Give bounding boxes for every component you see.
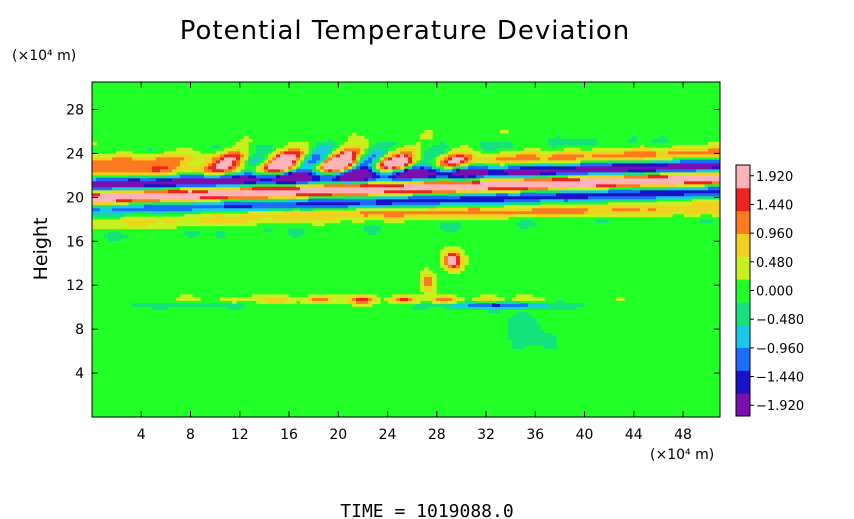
- colorbar-segment: [736, 301, 750, 326]
- y-axis-unit: (×10⁴ m): [12, 48, 76, 64]
- heatmap-cells: [92, 129, 720, 349]
- y-tick-label: 8: [75, 322, 84, 338]
- time-label: TIME = 1019088.0: [340, 501, 513, 519]
- y-tick-label: 4: [75, 366, 84, 382]
- colorbar-tick-label: 0.960: [756, 227, 793, 242]
- y-tick-label: 16: [66, 234, 84, 250]
- x-tick-label: 12: [231, 427, 249, 443]
- colorbar-tick-label: 0.480: [756, 256, 793, 271]
- plot-area: [92, 82, 720, 417]
- y-axis-label: Height: [30, 218, 52, 281]
- y-tick-label: 24: [66, 146, 84, 162]
- colorbar-segment: [736, 233, 750, 257]
- colorbar-segment: [736, 324, 750, 349]
- y-axis: 4 8 12 16 20 24 28: [66, 102, 720, 382]
- colorbar-tick-label: −0.960: [756, 342, 804, 357]
- y-tick-label: 28: [66, 102, 84, 118]
- x-tick-label: 44: [625, 427, 643, 443]
- y-tick-label: 12: [66, 278, 84, 294]
- colorbar-segment: [736, 256, 750, 280]
- x-tick-label: 8: [186, 427, 195, 443]
- colorbar-segment: [736, 347, 750, 371]
- chart-title: Potential Temperature Deviation: [180, 16, 631, 46]
- colorbar-segment: [736, 279, 750, 303]
- x-tick-label: 48: [674, 427, 692, 443]
- x-tick-label: 36: [526, 427, 544, 443]
- colorbar-tick-label: −1.440: [756, 371, 804, 386]
- colorbar-segment: [736, 393, 750, 417]
- colorbar-segment: [736, 370, 750, 394]
- x-axis-unit: (×10⁴ m): [650, 447, 714, 463]
- colorbar-segment: [736, 187, 750, 212]
- colorbar-segment: [736, 165, 750, 189]
- x-tick-label: 24: [379, 427, 397, 443]
- x-tick-label: 32: [477, 427, 495, 443]
- x-tick-label: 28: [428, 427, 446, 443]
- x-tick-label: 40: [576, 427, 594, 443]
- colorbar-tick-label: 1.440: [756, 198, 793, 213]
- x-tick-label: 16: [280, 427, 298, 443]
- plot-background: [92, 82, 720, 417]
- colorbar-tick-label: 0.000: [756, 285, 793, 300]
- y-tick-label: 20: [66, 190, 84, 206]
- colorbar: 1.920 1.440 0.960 0.480 0.000 −0.480 −0.960 −1.…: [735, 164, 804, 417]
- colorbar-tick-label: −1.920: [756, 399, 804, 414]
- plot-frame: [91, 81, 721, 418]
- colorbar-segment: [736, 210, 750, 234]
- colorbar-tick-label: −0.480: [756, 313, 804, 328]
- x-tick-label: 4: [137, 427, 146, 443]
- colorbar-tick-label: 1.920: [756, 170, 793, 185]
- x-tick-label: 20: [329, 427, 347, 443]
- x-axis: 4 8 12 16 20 24 28 32 36 40 44 48: [137, 82, 692, 443]
